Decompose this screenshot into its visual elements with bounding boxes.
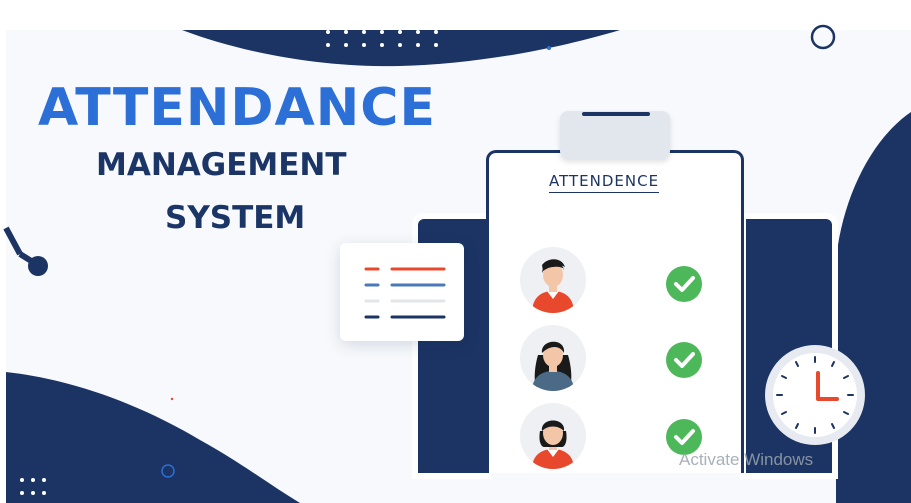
list-card — [340, 243, 464, 341]
female-avatar-short-hair-icon — [532, 420, 574, 469]
left-bottom-wave-shape — [6, 372, 300, 503]
top-dot-grid — [326, 30, 438, 47]
check-icon — [666, 419, 702, 455]
clock-icon — [763, 343, 867, 447]
headline-title: ATTENDANCE — [38, 78, 436, 138]
small-blue-dot — [547, 46, 551, 50]
subtitle-line-1: MANAGEMENT — [96, 147, 347, 183]
avatar — [520, 247, 586, 313]
check-icon — [666, 266, 702, 302]
tiny-red-dot — [170, 397, 174, 401]
male-avatar-icon — [532, 259, 574, 313]
avatar — [520, 325, 586, 391]
ring-outline-bottom — [161, 464, 175, 478]
connector-node-shape — [3, 226, 48, 276]
ring-outline-top — [810, 24, 836, 50]
clipboard-clip — [560, 111, 670, 159]
avatar — [520, 403, 586, 469]
subtitle-line-2: SYSTEM — [165, 200, 306, 236]
activate-windows-watermark: Activate Windows — [679, 450, 814, 469]
top-wave-shape — [182, 30, 620, 67]
sheet-title: ATTENDENCE — [549, 172, 660, 193]
list-lines-icon — [364, 267, 446, 319]
female-avatar-icon — [532, 341, 574, 391]
clip-bar — [582, 112, 650, 116]
bottom-dot-grid — [20, 478, 46, 495]
check-icon — [666, 342, 702, 378]
